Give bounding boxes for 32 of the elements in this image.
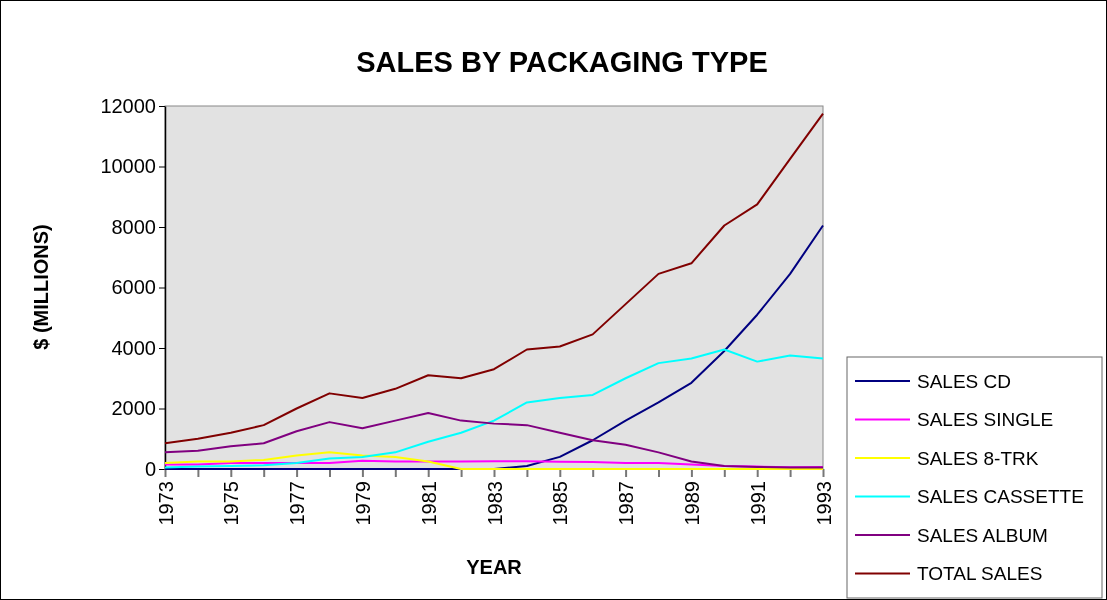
y-tick-label: 10000 — [100, 155, 156, 178]
legend-label: SALES ALBUM — [917, 524, 1048, 546]
y-tick-label: 12000 — [100, 94, 156, 117]
chart-title: SALES BY PACKAGING TYPE — [356, 46, 768, 78]
x-tick-label: 1989 — [680, 481, 703, 526]
y-tick-label: 6000 — [111, 276, 156, 299]
x-tick-label: 1985 — [549, 481, 572, 526]
x-tick-label: 1975 — [220, 481, 243, 526]
line-series — [164, 412, 824, 469]
x-tick-label: 1973 — [154, 481, 177, 526]
legend-label: SALES 8-TRK — [917, 447, 1039, 469]
line-series — [164, 224, 824, 470]
line-series — [164, 112, 824, 445]
x-tick-label: 1983 — [483, 481, 506, 526]
x-axis-title: YEAR — [466, 556, 523, 578]
x-tick-label: 1979 — [351, 481, 374, 526]
y-axis-title: $ (MILLIONS) — [30, 224, 52, 350]
x-tick-label: 1977 — [286, 481, 309, 526]
x-tick-label: 1981 — [417, 481, 440, 526]
y-tick-label: 2000 — [111, 397, 156, 420]
y-tick-label: 0 — [144, 457, 156, 480]
x-tick-label: 1993 — [812, 481, 835, 526]
legend-label: TOTAL SALES — [917, 563, 1043, 585]
x-tick-label: 1987 — [615, 481, 638, 526]
line-series — [164, 348, 824, 469]
legend-label: SALES CD — [917, 370, 1011, 392]
legend-label: SALES SINGLE — [917, 409, 1054, 431]
legend-label: SALES CASSETTE — [917, 486, 1084, 508]
x-tick-label: 1991 — [746, 481, 769, 526]
y-tick-label: 4000 — [111, 336, 156, 359]
y-tick-label: 8000 — [111, 215, 156, 238]
line-series — [164, 451, 824, 470]
